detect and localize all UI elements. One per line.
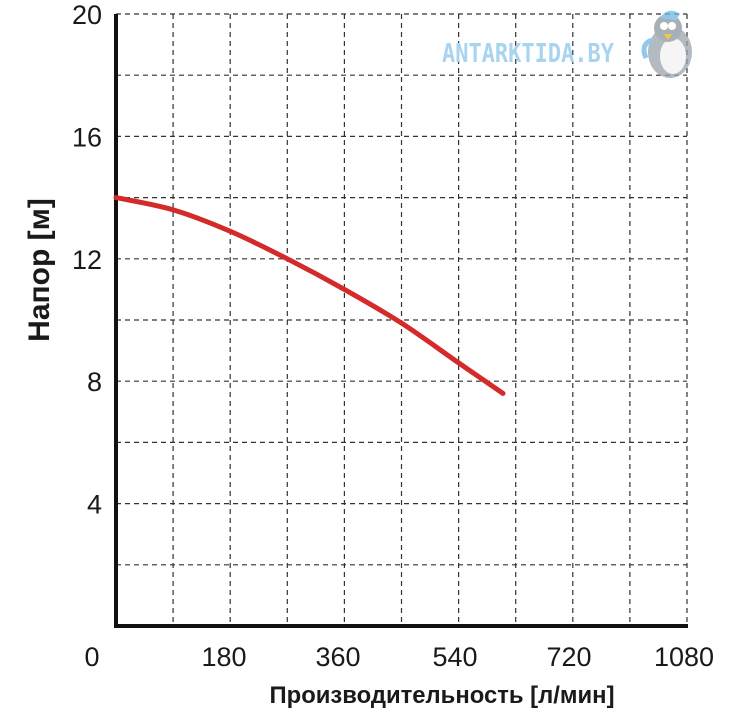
x-tick-label: 360 [315,642,360,672]
y-tick-label: 16 [72,122,102,152]
x-tick-label: 1080 [654,642,714,672]
y-axis-label: Напор [м] [23,198,56,342]
x-axis-label: Производительность [л/мин] [270,682,615,709]
y-tick-label: 12 [72,245,102,275]
series [113,195,506,396]
penguin-mascot-icon [641,10,692,78]
x-tick-labels: 0 180 360 540 720 1080 [84,642,714,672]
axes [114,14,688,628]
grid [116,13,688,626]
watermark: ANTARKTIDA.BY [442,10,692,78]
x-tick-label: 720 [546,642,591,672]
y-tick-label: 8 [87,367,102,397]
y-tick-label: 4 [87,490,102,520]
y-tick-labels: 4 8 12 16 20 [72,0,102,520]
watermark-text: ANTARKTIDA.BY [442,39,614,69]
x-tick-label: 540 [432,642,477,672]
y-tick-label: 20 [72,0,102,30]
x-tick-label: 180 [201,642,246,672]
series-line [113,195,506,396]
x-tick-label: 0 [84,642,99,672]
